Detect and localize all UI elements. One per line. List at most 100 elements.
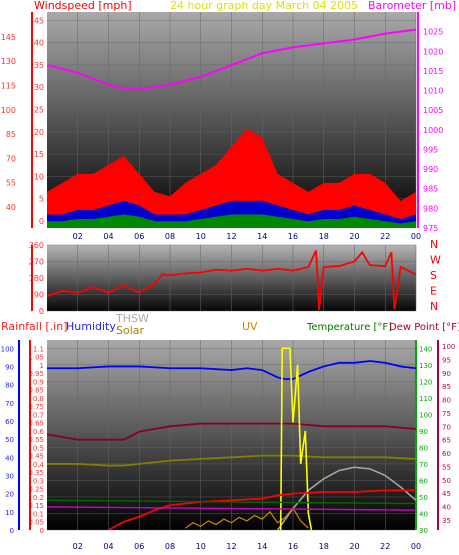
x-tick-label: 14	[257, 542, 267, 551]
wind-direction-panel: 090180270360 NWSEN	[29, 238, 441, 316]
windspeed-axis-label: Windspeed [mph]	[34, 0, 132, 12]
y-tick-label: 100	[419, 411, 432, 419]
y-tick-label: 1025	[423, 28, 443, 37]
compass-label: N	[430, 300, 438, 313]
y-tick-label: 1	[40, 362, 44, 370]
y-tick-label: 1000	[423, 126, 443, 135]
y-tick-label: 990	[423, 165, 438, 174]
compass-label: W	[430, 254, 441, 267]
y-tick-label: 40	[419, 510, 428, 518]
y-tick-label: 1015	[423, 67, 443, 76]
x-tick-label: 20	[349, 232, 359, 241]
x-tick-label: 16	[288, 232, 298, 241]
y-tick-label: 0	[40, 527, 44, 535]
y-tick-label: 25	[34, 106, 44, 115]
chart-title: 24 hour graph day March 04 2005	[170, 0, 358, 12]
y-tick-label: 130	[419, 362, 432, 370]
y-tick-label: 90	[5, 363, 14, 371]
y-tick-label: 0.7	[33, 411, 44, 419]
x-tick-label: 00	[411, 542, 421, 551]
y-tick-label: 0.8	[33, 395, 44, 403]
x-tick-label: 22	[380, 542, 390, 551]
y-tick-label: 100	[1, 345, 14, 353]
y-tick-label: 30	[419, 527, 428, 535]
x-tick-label: 02	[73, 542, 83, 551]
y-tick-label: 975	[423, 224, 438, 233]
y-tick-label: 60	[5, 418, 14, 426]
y-tick-label: 5	[39, 195, 44, 204]
y-tick-label: 30	[5, 472, 14, 480]
y-tick-label: 70	[419, 461, 428, 469]
y-tick-label: 140	[419, 345, 432, 353]
y-tick-label: 110	[419, 395, 432, 403]
uv-label: UV	[242, 320, 258, 333]
compass-label: S	[430, 269, 437, 282]
y-tick-label: 0	[39, 217, 44, 226]
y-tick-label: 70	[6, 154, 16, 163]
y-tick-label: 45	[34, 16, 44, 25]
x-tick-label: 16	[288, 542, 298, 551]
y-tick-label: 20	[5, 491, 14, 499]
compass-label: N	[430, 238, 438, 251]
x-tick-label: 08	[165, 232, 175, 241]
y-tick-label: 0.4	[33, 461, 45, 469]
x-tick-label: 06	[134, 232, 144, 241]
y-tick-label: 40	[34, 39, 44, 48]
y-tick-label: 20	[34, 128, 44, 137]
y-tick-label: 120	[419, 378, 432, 386]
windspeed-axis: 0 5 10 15 20 25 30 35 40 45 40 55 70 85 100 115 130 145	[1, 12, 44, 228]
y-tick-label: 1.1	[33, 345, 44, 353]
compass-label: E	[430, 285, 437, 298]
x-tick-label: 10	[196, 542, 206, 551]
y-tick-label: 1010	[423, 87, 443, 96]
x-tick-label: 04	[103, 232, 113, 241]
y-tick-label: 70	[5, 400, 14, 408]
y-tick-label: 45	[442, 490, 451, 498]
y-tick-label: 85	[6, 130, 16, 139]
y-tick-label: 80	[442, 397, 451, 405]
y-tick-label: 15	[34, 150, 44, 159]
rainfall-axis-label: Rainfall [.in]	[1, 320, 68, 333]
y-tick-label: 0.9	[33, 378, 44, 386]
y-tick-label: 145	[1, 33, 16, 42]
y-tick-label: 85	[442, 383, 451, 391]
x-tick-label: 06	[134, 542, 144, 551]
barometer-axis-label: Barometer [mb]	[368, 0, 456, 12]
x-tick-label: 14	[257, 232, 267, 241]
y-tick-label: 90	[442, 370, 451, 378]
y-tick-label: 65	[442, 437, 451, 445]
y-tick-label: 0	[10, 527, 14, 535]
x-tick-label: 08	[165, 542, 175, 551]
y-tick-label: 55	[6, 179, 16, 188]
y-tick-label: 70	[442, 423, 451, 431]
y-tick-label: 55	[442, 463, 451, 471]
y-tick-label: 30	[34, 83, 44, 92]
compass-axis: NWSEN	[430, 238, 441, 313]
solar-label: Solar	[116, 324, 145, 337]
x-tick-label: 00	[411, 232, 421, 241]
y-tick-label: 90	[419, 428, 428, 436]
y-tick-label: 40	[442, 504, 451, 512]
y-tick-label: 1005	[423, 106, 443, 115]
y-tick-label: 0.2	[33, 494, 44, 502]
y-tick-label: 10	[5, 509, 14, 517]
rain-temp-panel: 00.050.10.150.20.250.30.350.40.450.50.55…	[1, 312, 459, 551]
y-tick-label: 100	[442, 343, 455, 351]
temperature-axis-label: Temperature [°F]	[306, 322, 392, 333]
y-tick-label: 0	[39, 307, 44, 316]
rain-x-ticks: 02 04 06 08 10 12 14 16 18 20 22 00	[73, 542, 421, 551]
y-tick-label: 90	[34, 291, 44, 300]
y-tick-label: 40	[6, 203, 16, 212]
barometer-axis: 975 980 985 990 995 1000 1005 1010 1015 1020 1025	[418, 12, 443, 233]
x-tick-label: 12	[226, 542, 236, 551]
y-tick-label: 95	[442, 356, 451, 364]
y-tick-label: 50	[419, 494, 428, 502]
y-tick-label: 35	[34, 61, 44, 70]
y-tick-label: 0.6	[33, 428, 45, 436]
dewpoint-axis-label: Dew Point [°F]	[389, 322, 459, 333]
y-tick-label: 40	[5, 454, 14, 462]
x-tick-label: 02	[73, 232, 83, 241]
y-tick-label: 130	[1, 57, 16, 66]
